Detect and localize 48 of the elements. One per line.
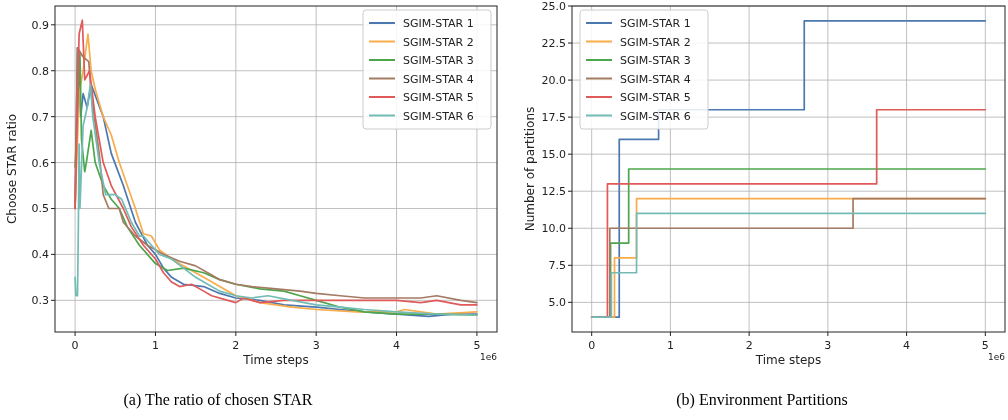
y-tick-label: 0.4 (31, 248, 49, 262)
legend-label: SGIM-STAR 3 (620, 54, 691, 67)
y-tick-label: 0.8 (31, 64, 49, 78)
y-tick-label: 0.7 (31, 110, 49, 124)
legend-label: SGIM-STAR 2 (620, 35, 691, 49)
legend-label: SGIM-STAR 6 (620, 109, 691, 123)
x-tick-label: 5 (981, 339, 989, 352)
legend-label: SGIM-STAR 3 (403, 54, 474, 67)
y-tick-label: 10.0 (541, 222, 566, 236)
x-tick-label: 4 (903, 339, 911, 352)
x-tick-label: 1 (666, 339, 674, 352)
text: 1e6 (480, 352, 498, 362)
x-axis-title: Time steps (754, 353, 822, 367)
x-tick-label: 1 (151, 339, 159, 352)
x-tick-label: 0 (71, 339, 79, 352)
legend-label: SGIM-STAR 6 (403, 109, 474, 123)
x-tick-label: 4 (393, 339, 401, 352)
y-tick-label: 25.0 (541, 0, 566, 13)
y-tick-label: 22.5 (541, 37, 566, 51)
y-axis-title: Choose STAR ratio (5, 113, 19, 225)
y-tick-label: 12.5 (541, 185, 566, 199)
text: 1e6 (988, 352, 1006, 362)
legend-label: SGIM-STAR 2 (403, 35, 474, 49)
x-tick-label: 3 (824, 339, 832, 352)
x-tick-label: 0 (588, 339, 596, 352)
legend-label: SGIM-STAR 4 (620, 72, 691, 86)
legend-label: SGIM-STAR 5 (620, 91, 691, 104)
text: (a) The ratio of chosen STAR (123, 391, 313, 409)
legend-label: SGIM-STAR 4 (403, 72, 474, 86)
legend-label: SGIM-STAR 1 (620, 17, 691, 30)
y-tick-label: 0.6 (31, 156, 49, 170)
legend-label: SGIM-STAR 1 (403, 17, 474, 30)
y-tick-label: 0.9 (31, 18, 49, 32)
y-tick-label: 20.0 (541, 74, 566, 88)
y-tick-label: 17.5 (541, 111, 566, 125)
y-tick-label: 15.0 (541, 148, 566, 162)
y-tick-label: 0.5 (31, 202, 49, 216)
x-axis-title: Time steps (242, 353, 309, 367)
x-tick-label: 5 (473, 339, 481, 352)
y-axis-title: Number of partitions (523, 106, 537, 232)
x-tick-label: 2 (745, 339, 753, 352)
y-tick-label: 0.3 (31, 294, 49, 308)
text: (b) Environment Partitions (676, 391, 848, 409)
legend-label: SGIM-STAR 5 (403, 91, 474, 104)
y-tick-label: 5.0 (548, 296, 566, 310)
x-tick-label: 3 (312, 339, 320, 352)
x-tick-label: 2 (232, 339, 240, 352)
y-tick-label: 7.5 (548, 259, 566, 273)
